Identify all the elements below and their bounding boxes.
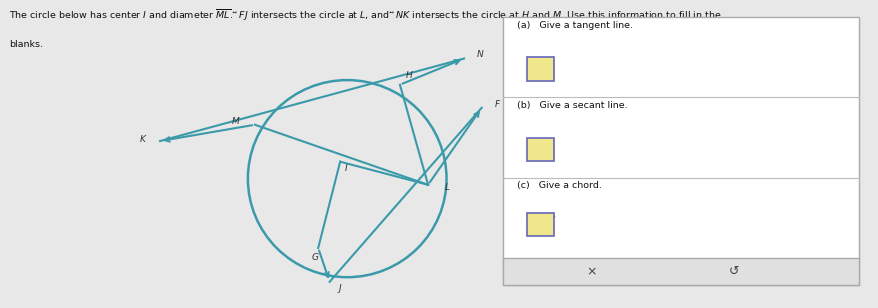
Text: F: F xyxy=(494,100,500,109)
Text: ↺: ↺ xyxy=(728,265,738,278)
Text: (a)   Give a tangent line.: (a) Give a tangent line. xyxy=(516,21,632,30)
Bar xyxy=(527,57,553,80)
Text: G: G xyxy=(312,253,319,262)
Text: ×: × xyxy=(586,265,596,278)
Text: N: N xyxy=(476,50,483,59)
Bar xyxy=(527,138,553,161)
Text: (b)   Give a secant line.: (b) Give a secant line. xyxy=(516,101,627,110)
Text: The circle below has center $I$ and diameter $\overline{ML}$. $\overleftrightarr: The circle below has center $I$ and diam… xyxy=(9,8,721,23)
Text: M: M xyxy=(232,116,239,126)
Text: L: L xyxy=(444,183,450,192)
Bar xyxy=(527,213,553,237)
Text: J: J xyxy=(339,284,341,293)
Text: I: I xyxy=(345,164,347,173)
Text: H: H xyxy=(405,71,412,80)
Text: K: K xyxy=(140,135,145,144)
Bar xyxy=(502,258,858,285)
Text: (c)   Give a chord.: (c) Give a chord. xyxy=(516,181,601,190)
Text: blanks.: blanks. xyxy=(9,40,43,49)
Bar xyxy=(502,17,858,285)
